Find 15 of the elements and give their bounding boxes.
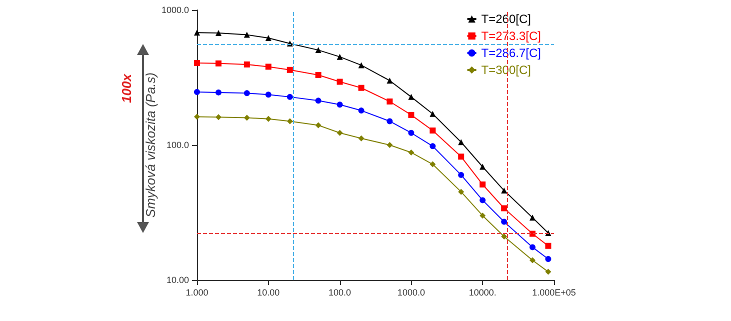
y-tick-label: 1000.0 <box>161 5 189 15</box>
x-tick-label: 1000.0 <box>397 288 425 298</box>
y-tick-label: 100.0 <box>166 140 189 150</box>
y-tick-label: 10.00 <box>166 275 189 285</box>
x-tick-label: 1.000 <box>186 288 208 298</box>
x-tick-label: 1.000E+05 <box>532 288 576 298</box>
x-tick-label: 10000. <box>468 288 496 298</box>
text: 100x <box>118 74 134 103</box>
x-tick-label: 100.0 <box>328 288 352 298</box>
y-axis-title: Smyková viskozita (Pa.s) <box>143 72 158 218</box>
legend-label: T=286.7[C] <box>481 46 541 60</box>
x-tick-label: 10.00 <box>257 288 280 298</box>
legend-label: T=300[C] <box>481 63 531 77</box>
legend-label: T=260[C] <box>481 12 531 26</box>
legend-label: T=273.3[C] <box>481 29 541 43</box>
